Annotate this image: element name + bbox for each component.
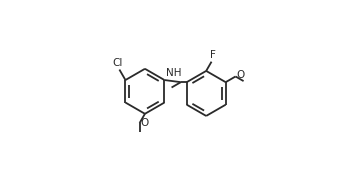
Text: O: O: [140, 118, 149, 128]
Text: NH: NH: [165, 68, 181, 78]
Text: O: O: [236, 70, 244, 80]
Text: Cl: Cl: [112, 58, 122, 68]
Text: F: F: [210, 50, 216, 60]
